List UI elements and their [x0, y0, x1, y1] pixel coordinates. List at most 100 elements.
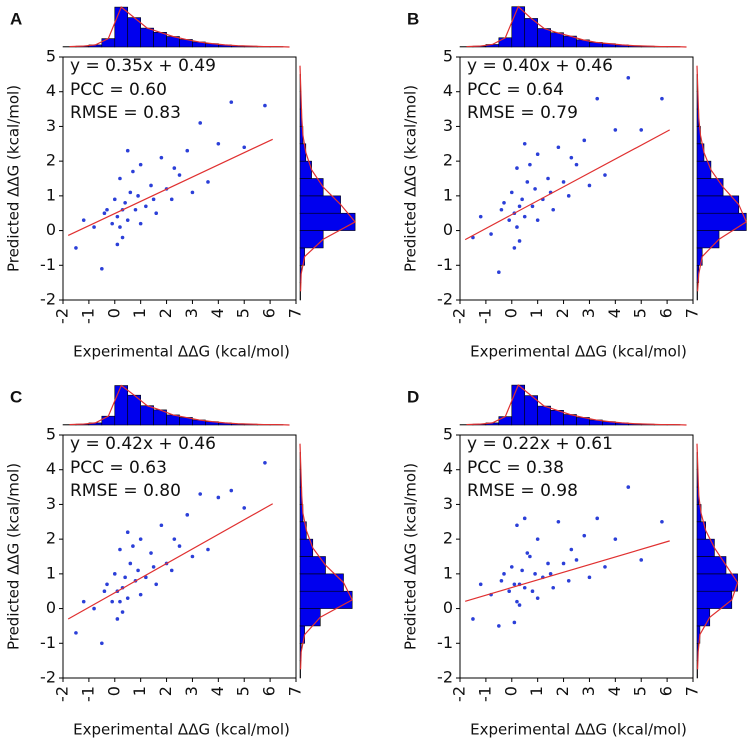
- x-density: [69, 6, 290, 48]
- pcc: PCC = 0.60: [70, 80, 167, 100]
- x-density: [69, 384, 290, 426]
- point: [105, 582, 109, 587]
- point: [229, 100, 234, 104]
- point: [128, 561, 133, 566]
- x-tick-label: 0: [104, 686, 123, 696]
- plot-frame: [62, 56, 297, 301]
- x-hist-bar: [101, 38, 116, 48]
- point: [125, 530, 130, 534]
- x-hist-bar: [537, 405, 551, 426]
- x-tick-label: 3: [579, 686, 598, 696]
- y-tick-label: 3: [46, 116, 56, 135]
- y-density: [696, 65, 748, 292]
- y-tick-label: 4: [443, 459, 453, 478]
- plot-frame: [62, 434, 297, 679]
- point: [159, 155, 164, 160]
- point: [595, 96, 600, 101]
- point: [533, 572, 537, 576]
- point: [639, 558, 644, 562]
- point: [556, 519, 561, 524]
- panel-label: B: [407, 9, 419, 28]
- x-tick-label: 2: [156, 308, 175, 318]
- point: [535, 596, 540, 600]
- x-tick-label: 6: [657, 308, 676, 318]
- y-axis-label: Predicted ΔΔG (kcal/mol): [5, 463, 23, 650]
- point: [515, 166, 519, 170]
- point: [125, 218, 130, 222]
- y-hist-bar: [696, 573, 738, 592]
- y-tick-label: 1: [46, 185, 56, 204]
- point: [499, 207, 504, 212]
- y-tick-label: 0: [443, 220, 453, 239]
- equation: y = 0.40x + 0.46: [467, 56, 613, 76]
- point: [120, 235, 125, 240]
- point: [177, 544, 182, 548]
- x-tick-label: 6: [260, 308, 279, 318]
- y-tick-label: -1: [40, 633, 56, 652]
- point: [546, 561, 550, 566]
- x-tick-label: 7: [286, 308, 305, 318]
- point: [502, 572, 506, 576]
- x-tick-label: 5: [631, 308, 650, 318]
- point: [185, 148, 190, 153]
- y-tick-label: 2: [443, 151, 453, 170]
- point: [528, 162, 532, 167]
- x-tick-label: -2: [450, 686, 469, 702]
- point: [216, 495, 221, 500]
- rmse: RMSE = 0.80: [70, 481, 181, 501]
- point: [533, 187, 537, 191]
- point: [154, 582, 158, 587]
- pcc: PCC = 0.38: [467, 458, 564, 478]
- point: [512, 582, 517, 587]
- y-tick-label: -1: [437, 255, 453, 274]
- fit-line: [67, 138, 273, 236]
- y-hist-bar: [299, 590, 353, 609]
- x-tick-label: 4: [605, 308, 624, 318]
- x-tick-label: 7: [683, 686, 702, 696]
- equation: y = 0.22x + 0.61: [467, 434, 613, 454]
- y-axis-label: Predicted ΔΔG (kcal/mol): [5, 85, 23, 272]
- y-hist-bar: [696, 212, 747, 231]
- y-hist-bar: [299, 212, 356, 231]
- point: [110, 599, 114, 604]
- point: [123, 575, 127, 580]
- y-hist-bar: [696, 230, 720, 249]
- point: [74, 246, 78, 250]
- y-tick-label: 1: [46, 563, 56, 582]
- point: [515, 225, 519, 229]
- x-tick-label: 2: [553, 686, 572, 696]
- point: [546, 176, 550, 181]
- x-tick-label: 3: [182, 686, 201, 696]
- point: [149, 551, 153, 555]
- x-density: [466, 384, 687, 426]
- point: [151, 197, 156, 202]
- point: [118, 176, 122, 181]
- point: [561, 561, 566, 566]
- point: [548, 572, 553, 576]
- point: [569, 155, 574, 160]
- y-tick-label: -1: [437, 633, 453, 652]
- x-tick-label: 5: [234, 308, 253, 318]
- point: [136, 194, 140, 198]
- point: [509, 565, 514, 569]
- x-tick-label: 5: [631, 686, 650, 696]
- point: [535, 152, 540, 156]
- x-tick-label: 0: [501, 308, 520, 318]
- y-tick-label: 4: [46, 81, 56, 100]
- x-tick-label: -1: [78, 308, 97, 324]
- point: [112, 197, 117, 202]
- y-tick-label: -2: [437, 290, 453, 309]
- point: [626, 485, 631, 489]
- panel-label: C: [10, 387, 22, 406]
- point: [499, 579, 504, 583]
- y-tick-label: 2: [443, 529, 453, 548]
- plot-frame: [459, 434, 694, 679]
- point: [517, 204, 522, 209]
- point: [587, 183, 592, 188]
- point: [512, 246, 517, 250]
- y-tick-label: -2: [437, 668, 453, 687]
- point: [471, 235, 475, 240]
